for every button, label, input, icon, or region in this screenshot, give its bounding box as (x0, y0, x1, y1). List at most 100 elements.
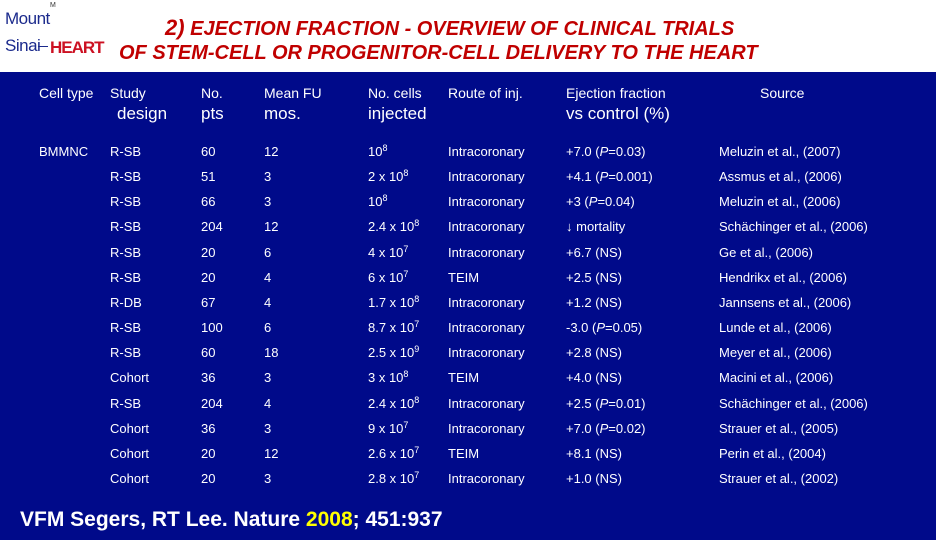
cells-exponent: 7 (414, 319, 420, 329)
row-7-design: R-DB (110, 295, 142, 310)
cells-base: 8.7 x 10 (368, 320, 415, 335)
row-12-fu: 3 (264, 421, 272, 436)
mount-sinai-heart-logo: M Mount Sinai HEART (2, 0, 105, 68)
cells-exponent: 8 (403, 369, 409, 379)
row-13-design: Cohort (110, 446, 150, 461)
row-6-design: R-SB (110, 270, 142, 285)
row-13-ef: +8.1 (NS) (566, 446, 622, 462)
row-10-cells: 3 x 108 (368, 370, 408, 386)
row-11-design: R-SB (110, 396, 142, 411)
header-band: M Mount Sinai HEART 2) EJECTION FRACTION… (0, 0, 936, 72)
cells-exponent: 7 (403, 420, 409, 430)
row-3-fu: 3 (264, 194, 272, 209)
cells-base: 10 (368, 194, 383, 209)
logo-line2: Sinai (5, 36, 41, 55)
row-6-source: Hendrikx et al., (2006) (719, 270, 847, 285)
row-4-design: R-SB (110, 219, 142, 234)
row-11-route: Intracoronary (448, 396, 525, 411)
ef-value: -3.0 ( (566, 320, 597, 335)
row-2-route: Intracoronary (448, 169, 525, 184)
row-7-pts: 67 (201, 295, 216, 310)
ef-value: +7.0 ( (566, 421, 600, 436)
row-3-pts: 66 (201, 194, 216, 209)
logo-divider (38, 46, 48, 47)
row-2-source: Assmus et al., (2006) (719, 169, 842, 184)
row-8-route: Intracoronary (448, 320, 525, 335)
row-11-source: Schächinger et al., (2006) (719, 396, 868, 411)
row-5-pts: 20 (201, 245, 216, 260)
row-13-fu: 12 (264, 446, 279, 461)
ef-p-value: =0.02) (608, 421, 646, 436)
row-4-route: Intracoronary (448, 219, 525, 234)
row-5-cells: 4 x 107 (368, 245, 408, 261)
ef-p-symbol: P (599, 396, 609, 411)
cells-base: 2.8 x 10 (368, 471, 415, 486)
header-study: Study (110, 85, 146, 101)
cells-exponent: 7 (403, 244, 409, 254)
ef-p-symbol: P (599, 144, 609, 159)
ef-value: +1.2 (NS) (566, 295, 622, 310)
row-2-ef: +4.1 (P=0.001) (566, 169, 653, 185)
header-study-2: design (117, 104, 168, 123)
row-1-pts: 60 (201, 144, 216, 159)
row-8-design: R-SB (110, 320, 142, 335)
row-1-cells: 108 (368, 144, 387, 160)
ef-value: +3 ( (566, 194, 589, 209)
ef-value: +7.0 ( (566, 144, 600, 159)
row-13-route: TEIM (448, 446, 480, 461)
cells-base: 10 (368, 144, 383, 159)
ef-value: +6.7 (NS) (566, 245, 622, 260)
ef-value: +4.0 (NS) (566, 370, 622, 385)
row-14-pts: 20 (201, 471, 216, 486)
row-6-ef: +2.5 (NS) (566, 270, 622, 286)
row-7-route: Intracoronary (448, 295, 525, 310)
cells-base: 2.4 x 10 (368, 219, 415, 234)
row-4-source: Schächinger et al., (2006) (719, 219, 868, 234)
ef-p-value: =0.001) (608, 169, 653, 184)
header-mean-fu-2: mos. (264, 104, 301, 123)
row-9-design: R-SB (110, 345, 142, 360)
citation-year: 2008 (305, 508, 353, 531)
cells-exponent: 8 (414, 294, 420, 304)
ef-p-value: =0.04) (597, 194, 635, 209)
row-10-ef: +4.0 (NS) (566, 370, 622, 386)
row-1-source: Meluzin et al., (2007) (719, 144, 841, 159)
row-9-cells: 2.5 x 109 (368, 345, 419, 361)
header-route: Route of inj. (448, 85, 523, 101)
row-6-route: TEIM (448, 270, 480, 285)
row-11-fu: 4 (264, 396, 272, 411)
row-5-fu: 6 (264, 245, 272, 260)
row-1-ef: +7.0 (P=0.03) (566, 144, 646, 160)
header-no-2: pts (201, 104, 224, 123)
row-1-fu: 12 (264, 144, 279, 159)
row-6-cells: 6 x 107 (368, 270, 408, 286)
row-9-source: Meyer et al., (2006) (719, 345, 832, 360)
cells-exponent: 7 (403, 269, 409, 279)
cells-exponent: 8 (382, 143, 388, 153)
row-14-fu: 3 (264, 471, 272, 486)
row-2-design: R-SB (110, 169, 142, 184)
ef-p-symbol: P (596, 320, 606, 335)
cells-base: 2.4 x 10 (368, 396, 415, 411)
cells-base: 4 x 10 (368, 245, 404, 260)
logo-line1: Mount (5, 9, 50, 28)
row-1-design: R-SB (110, 144, 142, 159)
header-ef-2: vs control (%) (566, 104, 670, 123)
row-14-source: Strauer et al., (2002) (719, 471, 839, 486)
row-4-pts: 204 (201, 219, 223, 234)
title-number: 2) (165, 15, 185, 40)
row-11-cells: 2.4 x 108 (368, 396, 419, 412)
ef-value: +8.1 (NS) (566, 446, 622, 461)
row-11-pts: 204 (201, 396, 223, 411)
ef-p-symbol: P (588, 194, 598, 209)
row-9-route: Intracoronary (448, 345, 525, 360)
row-7-cells: 1.7 x 108 (368, 295, 419, 311)
cells-base: 3 x 10 (368, 370, 404, 385)
row-12-design: Cohort (110, 421, 150, 436)
row-7-ef: +1.2 (NS) (566, 295, 622, 311)
header-no: No. (201, 85, 223, 101)
row-12-route: Intracoronary (448, 421, 525, 436)
header-cell-type: Cell type (39, 85, 94, 101)
row-10-design: Cohort (110, 370, 150, 385)
ef-value: +2.5 (NS) (566, 270, 622, 285)
